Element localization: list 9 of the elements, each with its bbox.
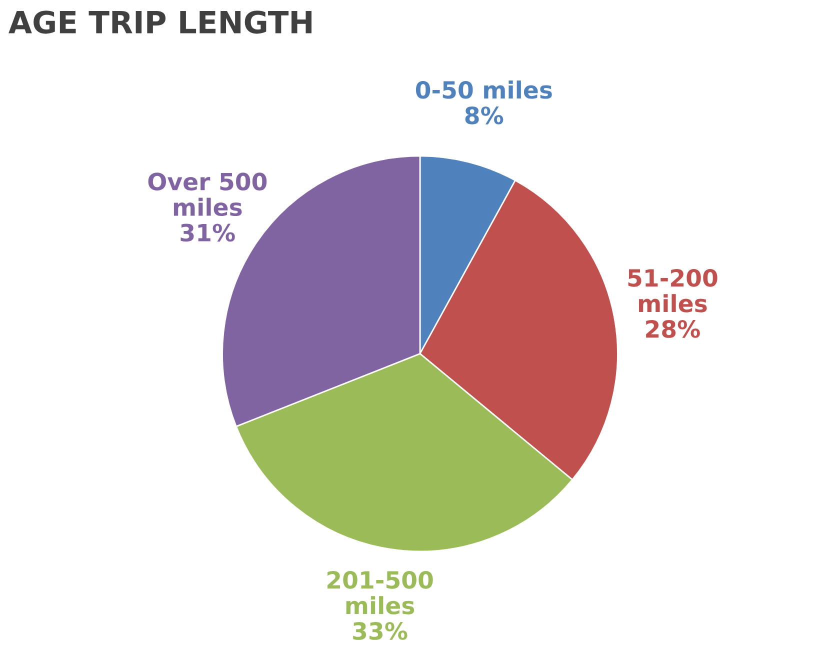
- slice-label: 0-50 miles: [416, 80, 552, 99]
- data-label: 8%: [465, 106, 504, 124]
- data-label: 28%: [646, 320, 700, 338]
- data-label: 33%: [353, 622, 408, 640]
- slice-label: 51-200 miles: [628, 268, 718, 312]
- slice-label: 201-500 miles: [327, 570, 433, 614]
- slice-label: Over 500 miles: [148, 172, 267, 216]
- data-label: 31%: [180, 224, 235, 242]
- chart-title: AGE TRIP LENGTH: [8, 10, 312, 34]
